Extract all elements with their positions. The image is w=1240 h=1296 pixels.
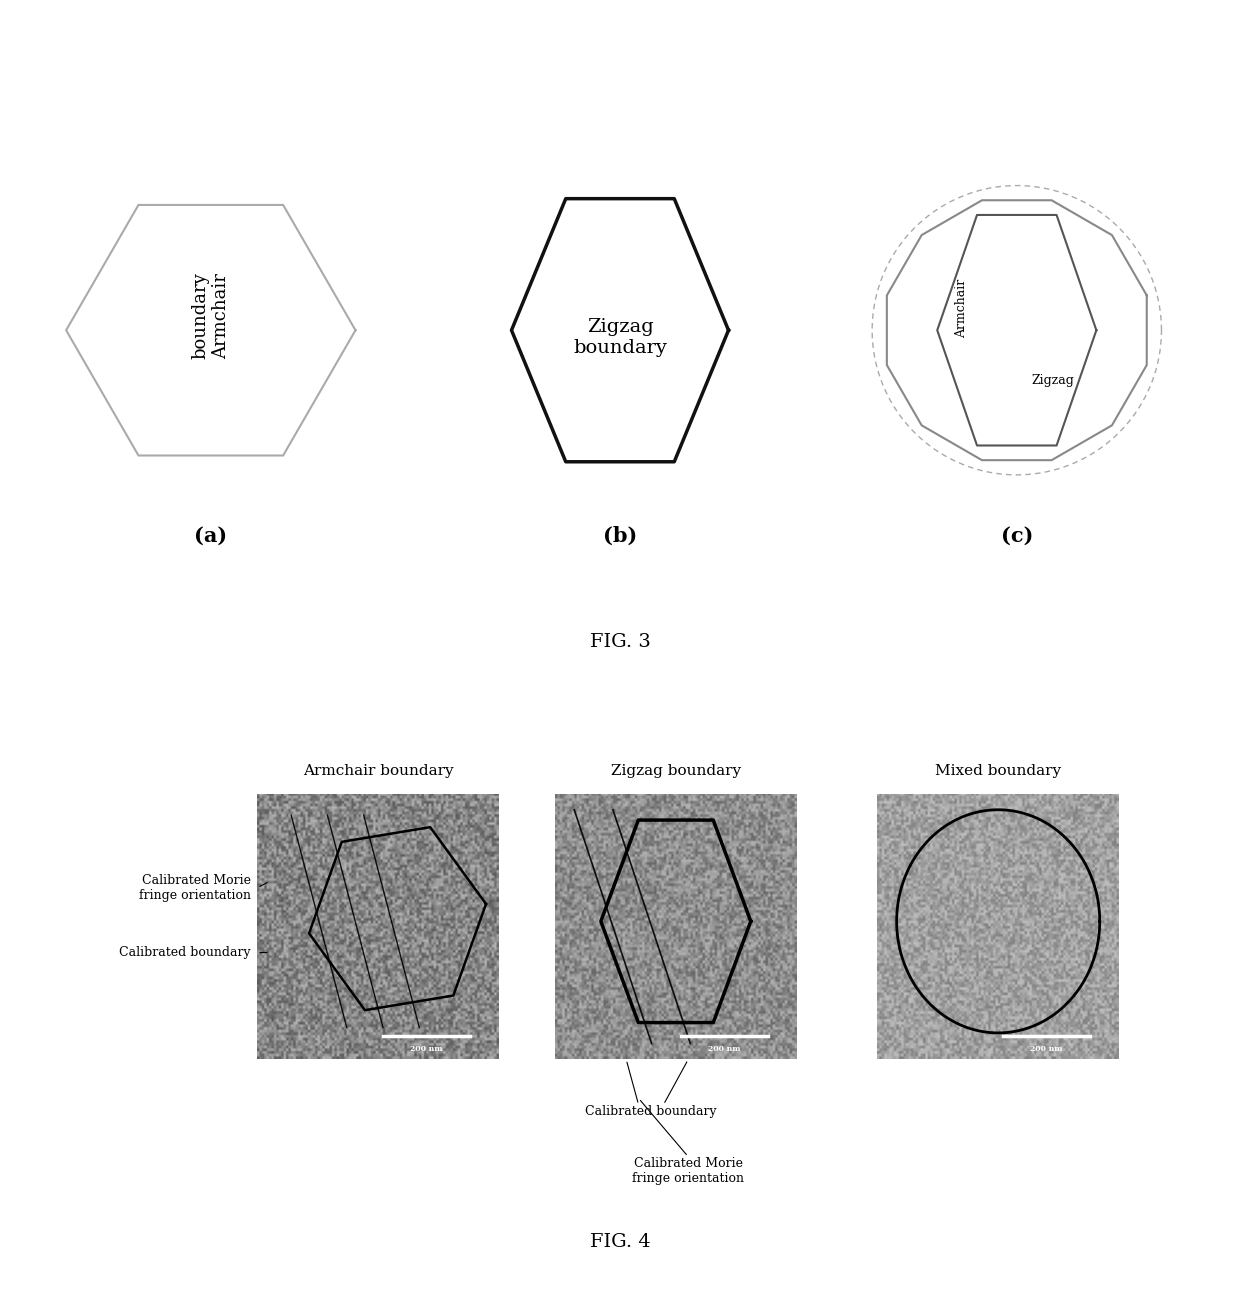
Text: Calibrated Morie
fringe orientation: Calibrated Morie fringe orientation — [139, 874, 250, 902]
Text: FIG. 3: FIG. 3 — [589, 632, 651, 651]
Text: Calibrated boundary: Calibrated boundary — [585, 1104, 717, 1118]
Text: Zigzag boundary: Zigzag boundary — [611, 765, 740, 778]
Text: 200 nm: 200 nm — [410, 1045, 443, 1052]
Text: Calibrated Morie
fringe orientation: Calibrated Morie fringe orientation — [632, 1157, 744, 1185]
Text: Armchair boundary: Armchair boundary — [303, 765, 454, 778]
Text: 200 nm: 200 nm — [1030, 1045, 1063, 1052]
Text: Zigzag
boundary: Zigzag boundary — [573, 318, 667, 356]
Text: FIG. 4: FIG. 4 — [590, 1232, 650, 1251]
Text: boundary
Armchair: boundary Armchair — [191, 272, 231, 359]
Text: Zigzag: Zigzag — [1032, 375, 1074, 388]
Text: Armchair: Armchair — [955, 279, 968, 338]
Text: (a): (a) — [195, 525, 227, 546]
Text: (c): (c) — [1001, 525, 1033, 546]
Text: Mixed boundary: Mixed boundary — [935, 765, 1061, 778]
Text: (b): (b) — [603, 525, 637, 546]
Text: 200 nm: 200 nm — [708, 1045, 740, 1052]
Text: Calibrated boundary: Calibrated boundary — [119, 946, 250, 959]
